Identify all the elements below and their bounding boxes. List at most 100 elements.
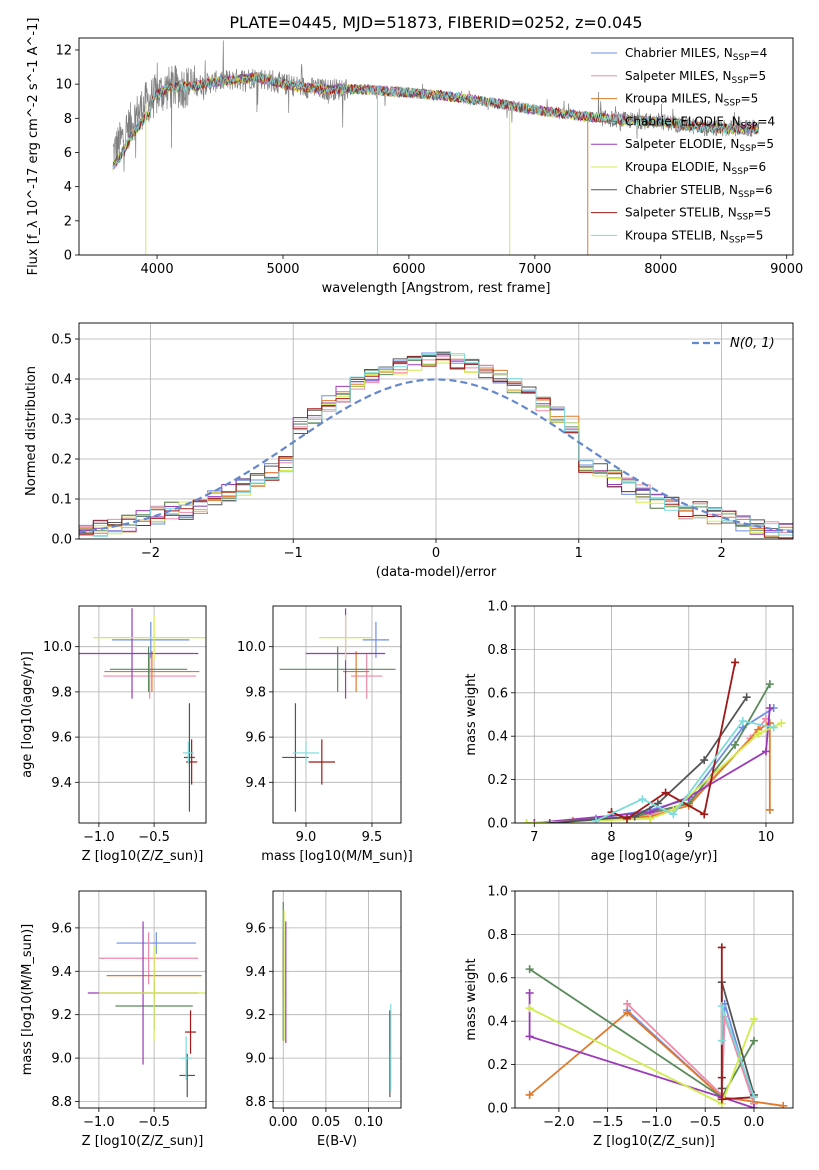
legend-entry-sub: SSP <box>741 121 758 131</box>
spectrum-xtick-label: 9000 <box>770 262 803 277</box>
mass-weight-vs-z-line-kroupa_miles <box>529 1011 784 1107</box>
mass-weight-vs-age-marker-chabrier_elodie <box>765 680 774 689</box>
legend-entry-6: Chabrier STELIB, NSSP=6 <box>625 183 773 200</box>
legend-entry-sub: SSP <box>724 99 741 109</box>
mass-vs-ebv-frame <box>272 890 402 1109</box>
mass-weight-vs-age-xtick-label: 7 <box>530 830 538 845</box>
mass-vs-z-ytick-label: 9.4 <box>51 965 72 980</box>
legend-entry-value: =4 <box>757 114 775 128</box>
mass-weight-vs-age-axes: 7 8 9 10 0.0 0.2 0.4 0.6 0.8 1.0 age [log10(age/yr… <box>464 600 794 864</box>
mass-weight-vs-age-marker-kroupa_elodie <box>777 719 786 728</box>
mass-weight-vs-age-ylabel: mass weight <box>464 673 479 755</box>
mass-weight-vs-age-marker-salpeter_stelib <box>661 788 670 797</box>
age-vs-z-ylabel: age [log10(age/yr)] <box>20 651 35 778</box>
mass-weight-vs-age-ytick-label: 0.4 <box>487 730 508 745</box>
mass-weight-vs-z-xtick-label: −0.5 <box>689 1115 721 1130</box>
mass-weight-vs-z-marker-kroupa_stelib <box>717 1036 726 1045</box>
spectrum-ytick-label: 10 <box>55 78 72 93</box>
spectrum-frame <box>78 37 794 256</box>
residual-histogram-xtick-label: −1 <box>284 546 303 561</box>
residual-histogram-ytick-label: 0.2 <box>51 453 72 468</box>
legend-entry-sub: SSP <box>732 76 749 86</box>
mass-weight-vs-age-plot <box>522 658 786 823</box>
mass-vs-z-ytick-label: 9.0 <box>51 1052 72 1067</box>
mass-weight-vs-z-frame <box>514 890 794 1109</box>
residual-histogram-xtick-label: 1 <box>575 546 583 561</box>
mass-weight-vs-z-marker-kroupa_stelib <box>749 1093 758 1102</box>
mass-weight-vs-z-ytick-label: 0.2 <box>487 1058 508 1073</box>
mass-vs-ebv-ytick-label: 8.8 <box>245 1095 266 1110</box>
spectrum-axes: 4000 5000 6000 7000 8000 9000 0 2 4 6 8 10 12 wavelen… <box>26 18 803 296</box>
axes-layer: 4000 5000 6000 7000 8000 9000024681012wavelen… <box>20 18 803 1149</box>
residual-histogram-ytick-label: 0.5 <box>51 333 72 348</box>
legend-entry-value: =4 <box>750 46 768 60</box>
hist-series-salpeter_stelib <box>79 356 793 539</box>
mass-vs-ebv-ytick-label: 9.4 <box>245 965 266 980</box>
mass-weight-vs-age-marker-chabrier_elodie <box>731 740 740 749</box>
legend-entry-5: Kroupa ELODIE, NSSP=6 <box>625 160 766 177</box>
age-vs-mass-plot <box>279 608 396 812</box>
mass-weight-vs-z-marker-kroupa_elodie <box>749 1015 758 1024</box>
mass-weight-vs-age-xtick-label: 10 <box>758 830 775 845</box>
mass-weight-vs-age-marker-chabrier_stelib <box>700 756 709 765</box>
mass-weight-vs-z-ylabel: mass weight <box>464 958 479 1040</box>
mass-vs-z-axes: −1.0 −0.5 8.8 9.0 9.2 9.4 9.6 Z [log10(Z/Z_sun)… <box>20 890 207 1149</box>
spectrum-ytick-label: 4 <box>64 180 72 195</box>
legend-entry-sub: SSP <box>729 235 746 245</box>
age-vs-mass-xtick-label: 9.5 <box>362 830 383 845</box>
mass-vs-z-ylabel: mass [log10(M/M_sun)] <box>20 924 35 1076</box>
age-vs-z-xtick-label: −1.0 <box>83 830 115 845</box>
spectrum-xtick-label: 8000 <box>644 262 677 277</box>
legend-entry-1: Salpeter MILES, NSSP=5 <box>625 69 766 86</box>
mass-weight-vs-z-line-kroupa_stelib <box>720 1005 755 1098</box>
spectrum-ytick-label: 8 <box>64 112 72 127</box>
normal-curve <box>79 378 793 534</box>
age-vs-mass-ytick-label: 9.4 <box>245 776 266 791</box>
age-vs-z-xlabel: Z [log10(Z/Z_sun)] <box>82 849 204 864</box>
mass-weight-vs-age-marker-chabrier_stelib <box>545 819 554 823</box>
mass-weight-vs-z-marker-salpeter_stelib <box>717 943 726 952</box>
residual-histogram-ytick-label: 0.3 <box>51 413 72 428</box>
mass-weight-vs-age-ytick-label: 0.2 <box>487 773 508 788</box>
spectrum-xtick-label: 6000 <box>392 262 425 277</box>
mass-weight-vs-age-marker-kroupa_miles <box>765 805 774 814</box>
spectrum-xtick-label: 4000 <box>141 262 174 277</box>
mass-weight-vs-z-xtick-label: −2.0 <box>543 1115 575 1130</box>
mass-weight-vs-age-ytick-label: 0.0 <box>487 817 508 832</box>
legend-entry-0: Chabrier MILES, NSSP=4 <box>625 46 767 63</box>
mass-weight-vs-age-xlabel: age [log10(age/yr)] <box>591 849 718 864</box>
mass-weight-vs-age-ytick-label: 0.8 <box>487 643 508 658</box>
mass-weight-vs-z-ytick-label: 0.6 <box>487 971 508 986</box>
mass-weight-vs-z-xtick-label: −1.5 <box>592 1115 624 1130</box>
mass-weight-vs-z-marker-chabrier_elodie <box>525 965 534 974</box>
mass-weight-vs-z-marker-chabrier_elodie <box>749 1036 758 1045</box>
legend-entry-value: =5 <box>754 206 772 220</box>
residual-histogram-ytick-label: 0.0 <box>51 533 72 548</box>
mass-vs-z-xtick-label: −0.5 <box>138 1115 170 1130</box>
mass-vs-ebv-xtick-label: 0.00 <box>269 1115 298 1130</box>
mass-weight-vs-age-frame <box>514 605 794 824</box>
spectrum-plot <box>112 40 760 255</box>
legend-entry-4: Salpeter ELODIE, NSSP=5 <box>625 137 774 154</box>
residual-histogram-ytick-label: 0.4 <box>51 373 72 388</box>
mass-weight-vs-z-xlabel: Z [log10(Z/Z_sun)] <box>593 1134 715 1149</box>
legend-entry-2: Kroupa MILES, NSSP=5 <box>625 92 758 109</box>
age-vs-z-ytick-label: 10.0 <box>43 640 72 655</box>
mass-vs-ebv-ytick-label: 9.2 <box>245 1008 266 1023</box>
age-vs-z-ytick-label: 9.8 <box>51 685 72 700</box>
mass-weight-vs-age-marker-kroupa_stelib <box>592 816 601 823</box>
legend-entry-sub: SSP <box>732 167 749 177</box>
age-vs-mass-frame <box>272 605 402 824</box>
mass-weight-vs-z-marker-salpeter_stelib <box>717 1073 726 1082</box>
mass-weight-vs-z-plot <box>525 943 788 1108</box>
legend-entry-sub: SSP <box>733 53 750 63</box>
mass-weight-vs-z-axes: −2.0 −1.5 −1.0 −0.5 0.0 0.0 0.2 0.4 0.6 0.8 1.0 Z [… <box>464 885 794 1149</box>
mass-weight-vs-z-ytick-label: 0.0 <box>487 1102 508 1117</box>
mass-weight-vs-z-marker-salpeter_elodie <box>749 1104 758 1108</box>
legend-entry-value: =6 <box>748 160 766 174</box>
mass-weight-vs-z-marker-kroupa_miles <box>779 1101 788 1108</box>
mass-weight-vs-z-xtick-label: 0.0 <box>744 1115 765 1130</box>
age-vs-mass-ytick-label: 9.6 <box>245 731 266 746</box>
mass-weight-vs-age-marker-salpeter_stelib <box>700 810 709 819</box>
